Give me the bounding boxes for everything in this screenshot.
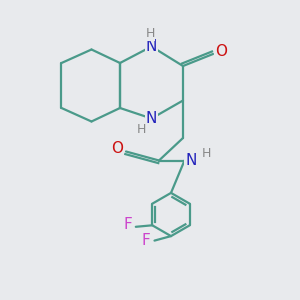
Text: H: H — [136, 123, 146, 136]
Text: N: N — [185, 153, 197, 168]
Text: F: F — [142, 233, 151, 248]
Text: H: H — [145, 27, 155, 40]
Text: O: O — [215, 44, 227, 59]
Text: N: N — [146, 111, 157, 126]
Text: F: F — [123, 217, 132, 232]
Text: O: O — [111, 141, 123, 156]
Text: N: N — [146, 39, 157, 54]
Text: H: H — [201, 147, 211, 161]
